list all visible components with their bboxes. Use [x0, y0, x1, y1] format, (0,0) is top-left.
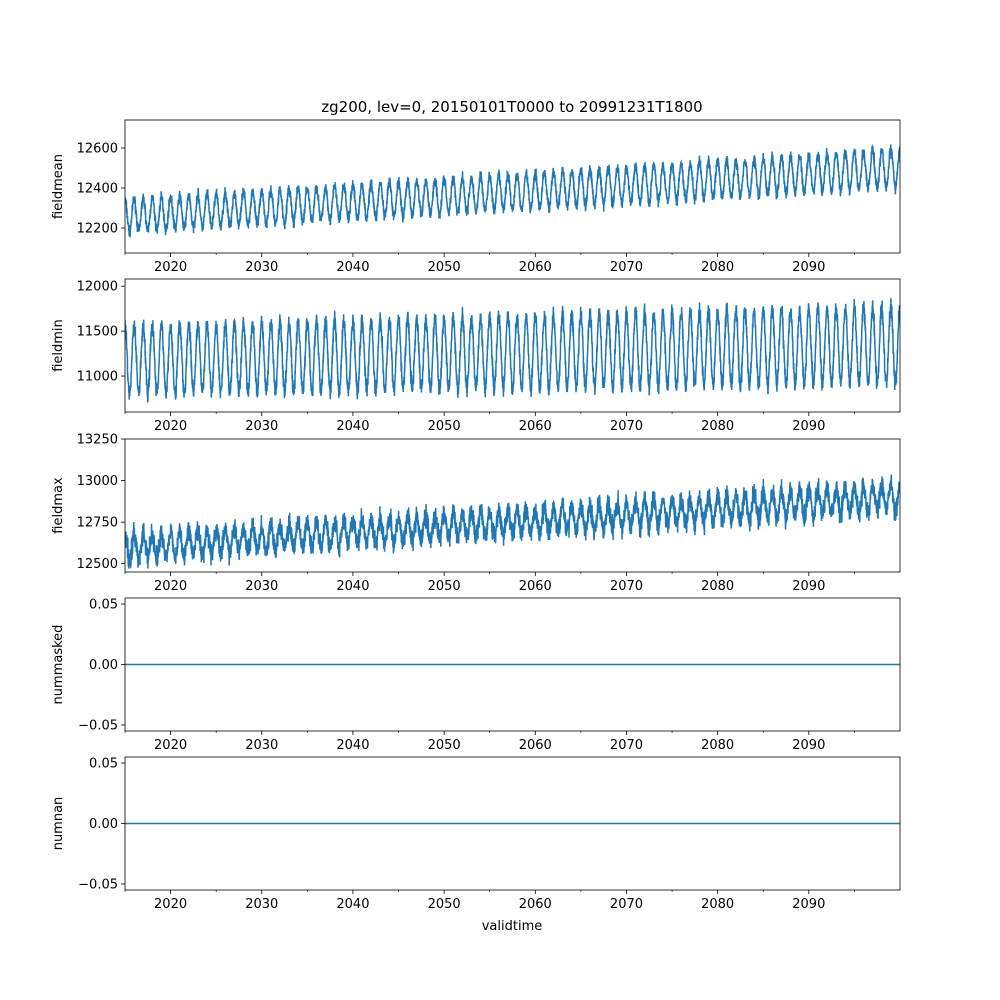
series-line-fieldmax — [125, 474, 900, 569]
x-tick-label: 2060 — [519, 897, 552, 912]
y-axis-label: fieldmin — [51, 319, 66, 372]
x-tick-label: 2090 — [792, 738, 825, 753]
x-tick-label: 2020 — [154, 260, 187, 275]
x-axis-label: validtime — [482, 919, 543, 934]
y-tick-label: 13000 — [77, 474, 118, 489]
x-tick-label: 2020 — [154, 579, 187, 594]
x-tick-label: 2040 — [336, 897, 369, 912]
subplots: 12200 12400 12600 2020 2030 2040 2050 2060 2070 2… — [51, 119, 901, 912]
y-tick-label: −0.05 — [78, 718, 118, 733]
y-tick-label: 12000 — [77, 280, 118, 295]
y-tick-label: 0.05 — [89, 598, 118, 613]
chart-title: zg200, lev=0, 20150101T0000 to 20991231T… — [321, 98, 702, 116]
x-tick-label: 2030 — [245, 260, 278, 275]
x-tick-label: 2070 — [610, 897, 643, 912]
x-tick-label: 2090 — [792, 897, 825, 912]
axes-frame — [124, 119, 901, 254]
x-tick-label: 2080 — [701, 419, 734, 434]
x-tick-label: 2030 — [245, 419, 278, 434]
panel-fieldmin: 11000 11500 12000 2020 2030 2040 2050 2060 2070 2… — [51, 278, 901, 434]
x-tick-label: 2060 — [519, 260, 552, 275]
x-tick-label: 2030 — [245, 897, 278, 912]
x-tick-label: 2050 — [428, 260, 461, 275]
y-tick-label: 12750 — [77, 516, 118, 531]
x-tick-label: 2060 — [519, 738, 552, 753]
series-line-fieldmin — [125, 298, 900, 403]
x-tick-label: 2040 — [336, 260, 369, 275]
panel-fieldmax: 12500 12750 13000 13250 2020 2030 2040 2050 2060… — [51, 433, 901, 594]
series-line-fieldmean — [125, 143, 900, 238]
x-tick-label: 2050 — [428, 738, 461, 753]
x-tick-label: 2020 — [154, 738, 187, 753]
x-tick-label: 2080 — [701, 579, 734, 594]
y-tick-label: 12600 — [77, 142, 118, 157]
axes-frame — [124, 278, 901, 413]
x-tick-label: 2040 — [336, 738, 369, 753]
x-tick-label: 2070 — [610, 419, 643, 434]
y-tick-label: −0.05 — [78, 877, 118, 892]
x-tick-label: 2030 — [245, 579, 278, 594]
x-tick-label: 2080 — [701, 260, 734, 275]
x-tick-label: 2020 — [154, 897, 187, 912]
x-tick-label: 2070 — [610, 579, 643, 594]
x-tick-label: 2080 — [701, 897, 734, 912]
x-tick-label: 2050 — [428, 897, 461, 912]
x-tick-label: 2090 — [792, 419, 825, 434]
y-tick-label: 11500 — [77, 325, 118, 340]
panel-numnan: −0.05 0.00 0.05 2020 2030 2040 2050 2060 2070 208… — [51, 757, 901, 912]
y-tick-label: 0.05 — [89, 757, 118, 772]
x-tick-label: 2040 — [336, 419, 369, 434]
y-axis-label: fieldmax — [51, 477, 66, 534]
axes-frame — [124, 438, 901, 573]
y-tick-label: 12200 — [77, 222, 118, 237]
x-tick-label: 2020 — [154, 419, 187, 434]
y-tick-label: 12400 — [77, 182, 118, 197]
y-tick-label: 0.00 — [89, 658, 118, 673]
y-axis-label: fieldmean — [51, 154, 66, 219]
panel-fieldmean: 12200 12400 12600 2020 2030 2040 2050 2060 2070 2… — [51, 119, 901, 275]
y-tick-label: 12500 — [77, 557, 118, 572]
x-tick-label: 2070 — [610, 738, 643, 753]
x-tick-label: 2060 — [519, 579, 552, 594]
y-tick-label: 13250 — [77, 433, 118, 448]
x-tick-label: 2030 — [245, 738, 278, 753]
y-axis-label: numnan — [51, 797, 66, 851]
x-tick-label: 2090 — [792, 260, 825, 275]
x-tick-label: 2040 — [336, 579, 369, 594]
x-tick-label: 2080 — [701, 738, 734, 753]
x-tick-label: 2060 — [519, 419, 552, 434]
y-tick-label: 0.00 — [89, 817, 118, 832]
y-tick-label: 11000 — [77, 370, 118, 385]
x-tick-label: 2090 — [792, 579, 825, 594]
x-tick-label: 2070 — [610, 260, 643, 275]
y-axis-label: nummasked — [51, 625, 66, 705]
x-tick-label: 2050 — [428, 419, 461, 434]
x-tick-label: 2050 — [428, 579, 461, 594]
panel-nummasked: −0.05 0.00 0.05 2020 2030 2040 2050 2060 2070 208… — [51, 598, 901, 753]
